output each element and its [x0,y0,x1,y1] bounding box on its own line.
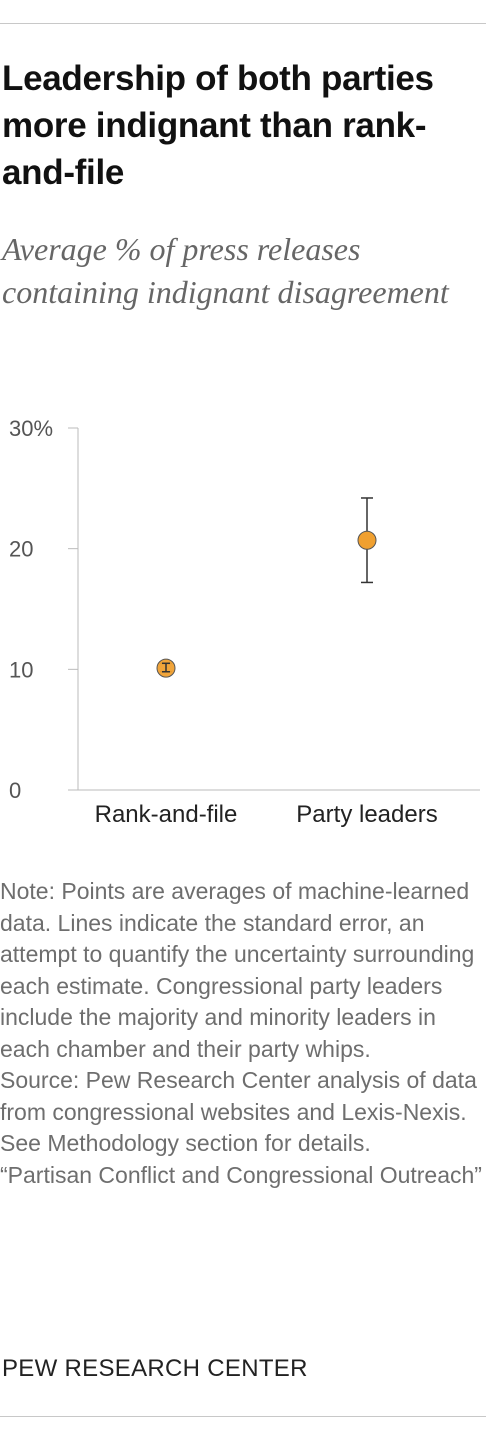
report-title: “Partisan Conflict and Congressional Out… [0,1161,482,1188]
bottom-rule [0,1416,486,1417]
x-category-label: Party leaders [296,801,437,828]
error-bar-chart: 0 10 20 30% Rank-and-file Party leaders [0,400,487,840]
note-text: Note: Points are averages of machine-lea… [0,878,475,1062]
brand-logo-text: PEW RESEARCH CENTER [2,1355,308,1382]
chart-title: Leadership of both parties more indignan… [2,59,434,192]
y-tick-label: 30% [9,416,53,441]
y-tick-label: 20 [9,537,33,562]
top-rule [0,23,486,24]
notes-block: Note: Points are averages of machine-lea… [0,876,487,1191]
chart-svg: 0 10 20 30% Rank-and-file Party leaders [9,416,480,828]
y-tick-label: 10 [9,657,33,682]
chart-subtitle: Average % of press releases containing i… [2,231,449,310]
data-point [357,530,377,550]
x-category-label: Rank-and-file [95,801,238,828]
source-text: Source: Pew Research Center analysis of … [0,1067,477,1156]
y-tick-label: 0 [9,778,21,803]
